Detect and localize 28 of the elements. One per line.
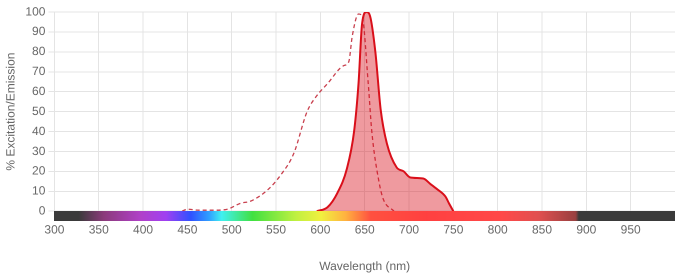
y-tick-label: 30 (32, 144, 46, 158)
y-tick-label: 90 (32, 24, 46, 38)
line-series (181, 13, 395, 212)
y-tick-label: 0 (38, 204, 46, 218)
x-tick-label: 300 (44, 222, 65, 237)
x-tick-label: 800 (488, 222, 508, 237)
x-tick-label: 600 (310, 222, 331, 237)
y-tick-label: 80 (32, 44, 46, 58)
y-tick-label: 60 (32, 84, 46, 98)
x-tick-label: 500 (222, 222, 242, 237)
y-tick-label: 40 (32, 124, 46, 138)
x-tick-label: 550 (266, 222, 286, 237)
x-tick-label: 700 (399, 222, 420, 237)
y-axis-title: % Excitation/Emission (4, 52, 18, 171)
x-tick-label: 750 (443, 222, 464, 237)
y-tick-label: 100 (25, 4, 46, 18)
y-tick-label: 10 (32, 184, 46, 198)
x-tick-label: 850 (532, 222, 552, 237)
x-tick-label: 400 (133, 222, 154, 237)
y-tick-label: 70 (32, 64, 46, 78)
y-tick-label: 20 (32, 164, 46, 178)
x-tick-label: 650 (354, 222, 376, 237)
x-tick-label: 350 (88, 222, 110, 237)
x-axis-title: Wavelength (nm) (319, 259, 410, 274)
y-tick-label: 50 (32, 104, 46, 118)
x-tick-label: 450 (177, 222, 198, 237)
x-tick-label: 900 (576, 222, 597, 237)
x-tick-label: 950 (620, 222, 642, 237)
